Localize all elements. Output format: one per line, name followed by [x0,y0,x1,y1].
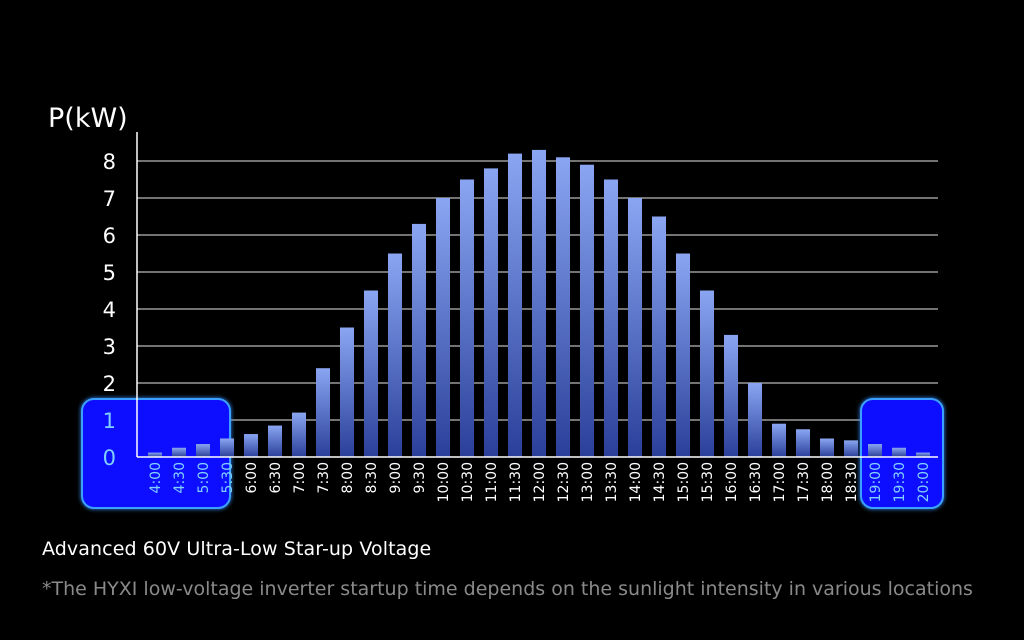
bar-17:00 [772,423,786,457]
x-tick-20:00: 20:00 [916,462,932,502]
x-tick-18:00: 18:00 [820,462,836,502]
x-tick-11:30: 11:30 [508,462,524,502]
power-bar-chart: 0 1 2 3 4 5 6 7 8 4:00 4:30 5:00 5:30 6:00 6:30 7:00 7:… [48,103,944,509]
bar-9:00 [388,253,402,457]
bar-16:00 [724,334,738,457]
bar-11:00 [484,168,498,457]
bar-15:00 [676,253,690,457]
bar-4:30 [172,447,186,457]
y-tick-3: 3 [103,335,116,359]
x-tick-4:00: 4:00 [148,462,164,493]
bars [148,149,930,458]
x-tick-15:30: 15:30 [700,462,716,502]
bar-14:30 [652,216,666,457]
x-tick-7:00: 7:00 [292,462,308,493]
bar-13:00 [580,164,594,457]
x-tick-6:00: 6:00 [244,462,260,493]
bar-18:30 [844,440,858,457]
y-tick-8: 8 [103,150,116,174]
x-tick-4:30: 4:30 [172,462,188,493]
x-tick-9:00: 9:00 [388,462,404,493]
y-tick-5: 5 [103,261,116,285]
x-tick-19:00: 19:00 [868,462,884,502]
x-tick-12:30: 12:30 [556,462,572,502]
x-tick-13:00: 13:00 [580,462,596,502]
x-tick-8:00: 8:00 [340,462,356,493]
x-tick-5:30: 5:30 [220,462,236,493]
bar-8:30 [364,290,378,457]
axes [136,132,938,458]
bar-19:00 [868,444,882,457]
bar-19:30 [892,447,906,457]
x-tick-11:00: 11:00 [484,462,500,502]
y-tick-labels: 0 1 2 3 4 5 6 7 8 [103,150,116,470]
x-tick-5:00: 5:00 [196,462,212,493]
bar-4:00 [148,452,162,457]
x-tick-12:00: 12:00 [532,462,548,502]
y-tick-6: 6 [103,224,116,248]
x-tick-8:30: 8:30 [364,462,380,493]
x-tick-labels: 4:00 4:30 5:00 5:30 6:00 6:30 7:00 7:30 8:00 8:30… [148,462,932,502]
bar-5:00 [196,444,210,457]
x-tick-10:00: 10:00 [436,462,452,502]
footnote: *The HYXI low-voltage inverter startup t… [42,578,973,600]
bar-12:00 [532,149,546,457]
x-tick-14:30: 14:30 [652,462,668,502]
y-tick-2: 2 [103,372,116,396]
bar-9:30 [412,223,426,457]
x-tick-15:00: 15:00 [676,462,692,502]
bar-10:00 [436,198,450,457]
bar-5:30 [220,438,234,457]
y-tick-7: 7 [103,187,116,211]
y-tick-1: 1 [103,409,116,433]
bar-14:00 [628,198,642,457]
caption: Advanced 60V Ultra-Low Star-up Voltage [42,538,432,560]
x-tick-14:00: 14:00 [628,462,644,502]
x-tick-13:30: 13:30 [604,462,620,502]
x-tick-17:00: 17:00 [772,462,788,502]
x-tick-18:30: 18:30 [844,462,860,502]
bar-18:00 [820,438,834,457]
y-tick-0: 0 [103,446,116,470]
x-tick-9:30: 9:30 [412,462,428,493]
x-tick-19:30: 19:30 [892,462,908,502]
y-tick-4: 4 [103,298,116,322]
bar-13:30 [604,179,618,457]
x-tick-16:00: 16:00 [724,462,740,502]
bar-8:00 [340,327,354,457]
x-tick-16:30: 16:30 [748,462,764,502]
bar-11:30 [508,153,522,457]
bar-10:30 [460,179,474,457]
bar-20:00 [916,452,930,457]
bar-17:30 [796,429,810,457]
bar-12:30 [556,157,570,458]
x-tick-17:30: 17:30 [796,462,812,502]
x-tick-7:30: 7:30 [316,462,332,493]
y-axis-label: P(kW) [48,103,128,134]
bar-6:00 [244,434,258,457]
bar-7:30 [316,368,330,457]
bar-15:30 [700,290,714,457]
bar-6:30 [268,425,282,457]
bar-7:00 [292,412,306,457]
bar-16:30 [748,383,762,457]
x-tick-6:30: 6:30 [268,462,284,493]
x-tick-10:30: 10:30 [460,462,476,502]
